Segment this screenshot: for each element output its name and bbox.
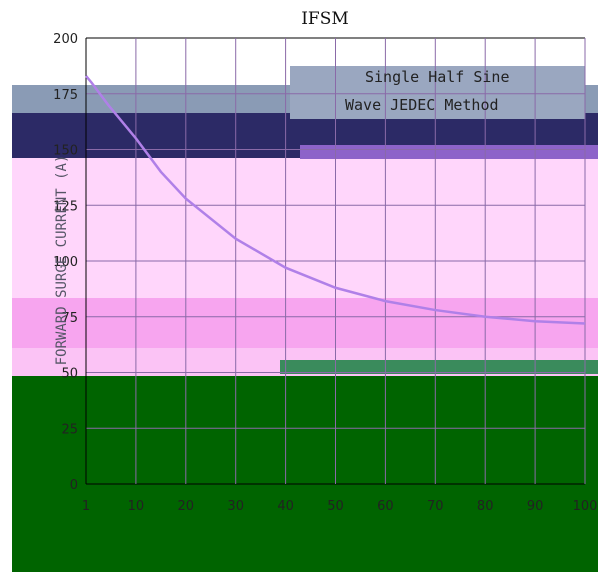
x-tick-label: 40 [277, 499, 294, 514]
y-tick-label: 125 [53, 199, 78, 214]
stripe-green [280, 360, 598, 374]
band-green [12, 376, 598, 572]
x-tick-label: 50 [327, 499, 344, 514]
x-tick-label: 90 [527, 499, 544, 514]
y-tick-label: 150 [53, 144, 78, 159]
y-axis-label: FORWARD SURGE CURRENT (A) [54, 155, 70, 366]
x-tick-label: 1 [82, 499, 90, 514]
y-tick-labels: 200 175 150 125 100 75 50 25 0 [53, 32, 78, 493]
x-tick-label: 80 [477, 499, 494, 514]
y-tick-label: 75 [61, 311, 78, 326]
grid [85, 37, 586, 485]
x-tick-label: 30 [227, 499, 244, 514]
band-pink-dark [12, 298, 598, 348]
band-pink [12, 158, 598, 298]
x-tick-label: 60 [377, 499, 394, 514]
curve-layer [85, 75, 586, 325]
x-tick-label: 100 [573, 499, 598, 514]
stripe-violet [300, 145, 598, 159]
x-tick-label: 20 [178, 499, 195, 514]
chart-title: IFSM [301, 9, 349, 29]
x-tick-labels: 1 10 20 30 40 50 60 70 80 90 100 [82, 499, 598, 514]
y-tick-label: 25 [61, 422, 78, 437]
x-tick-label: 70 [427, 499, 444, 514]
y-tick-label: 50 [61, 367, 78, 382]
annotation-strip-2 [290, 93, 585, 119]
x-tick-label: 10 [128, 499, 145, 514]
y-tick-label: 100 [53, 255, 78, 270]
background-bands [12, 66, 598, 572]
annotation-strip [290, 66, 585, 96]
y-tick-label: 175 [53, 88, 78, 103]
y-tick-label: 0 [70, 478, 78, 493]
annotation-line-2: Wave JEDEC Method [345, 96, 499, 114]
y-tick-label: 200 [53, 32, 78, 47]
annotation-line-1: Single Half Sine [365, 68, 510, 86]
series-line [85, 75, 586, 325]
